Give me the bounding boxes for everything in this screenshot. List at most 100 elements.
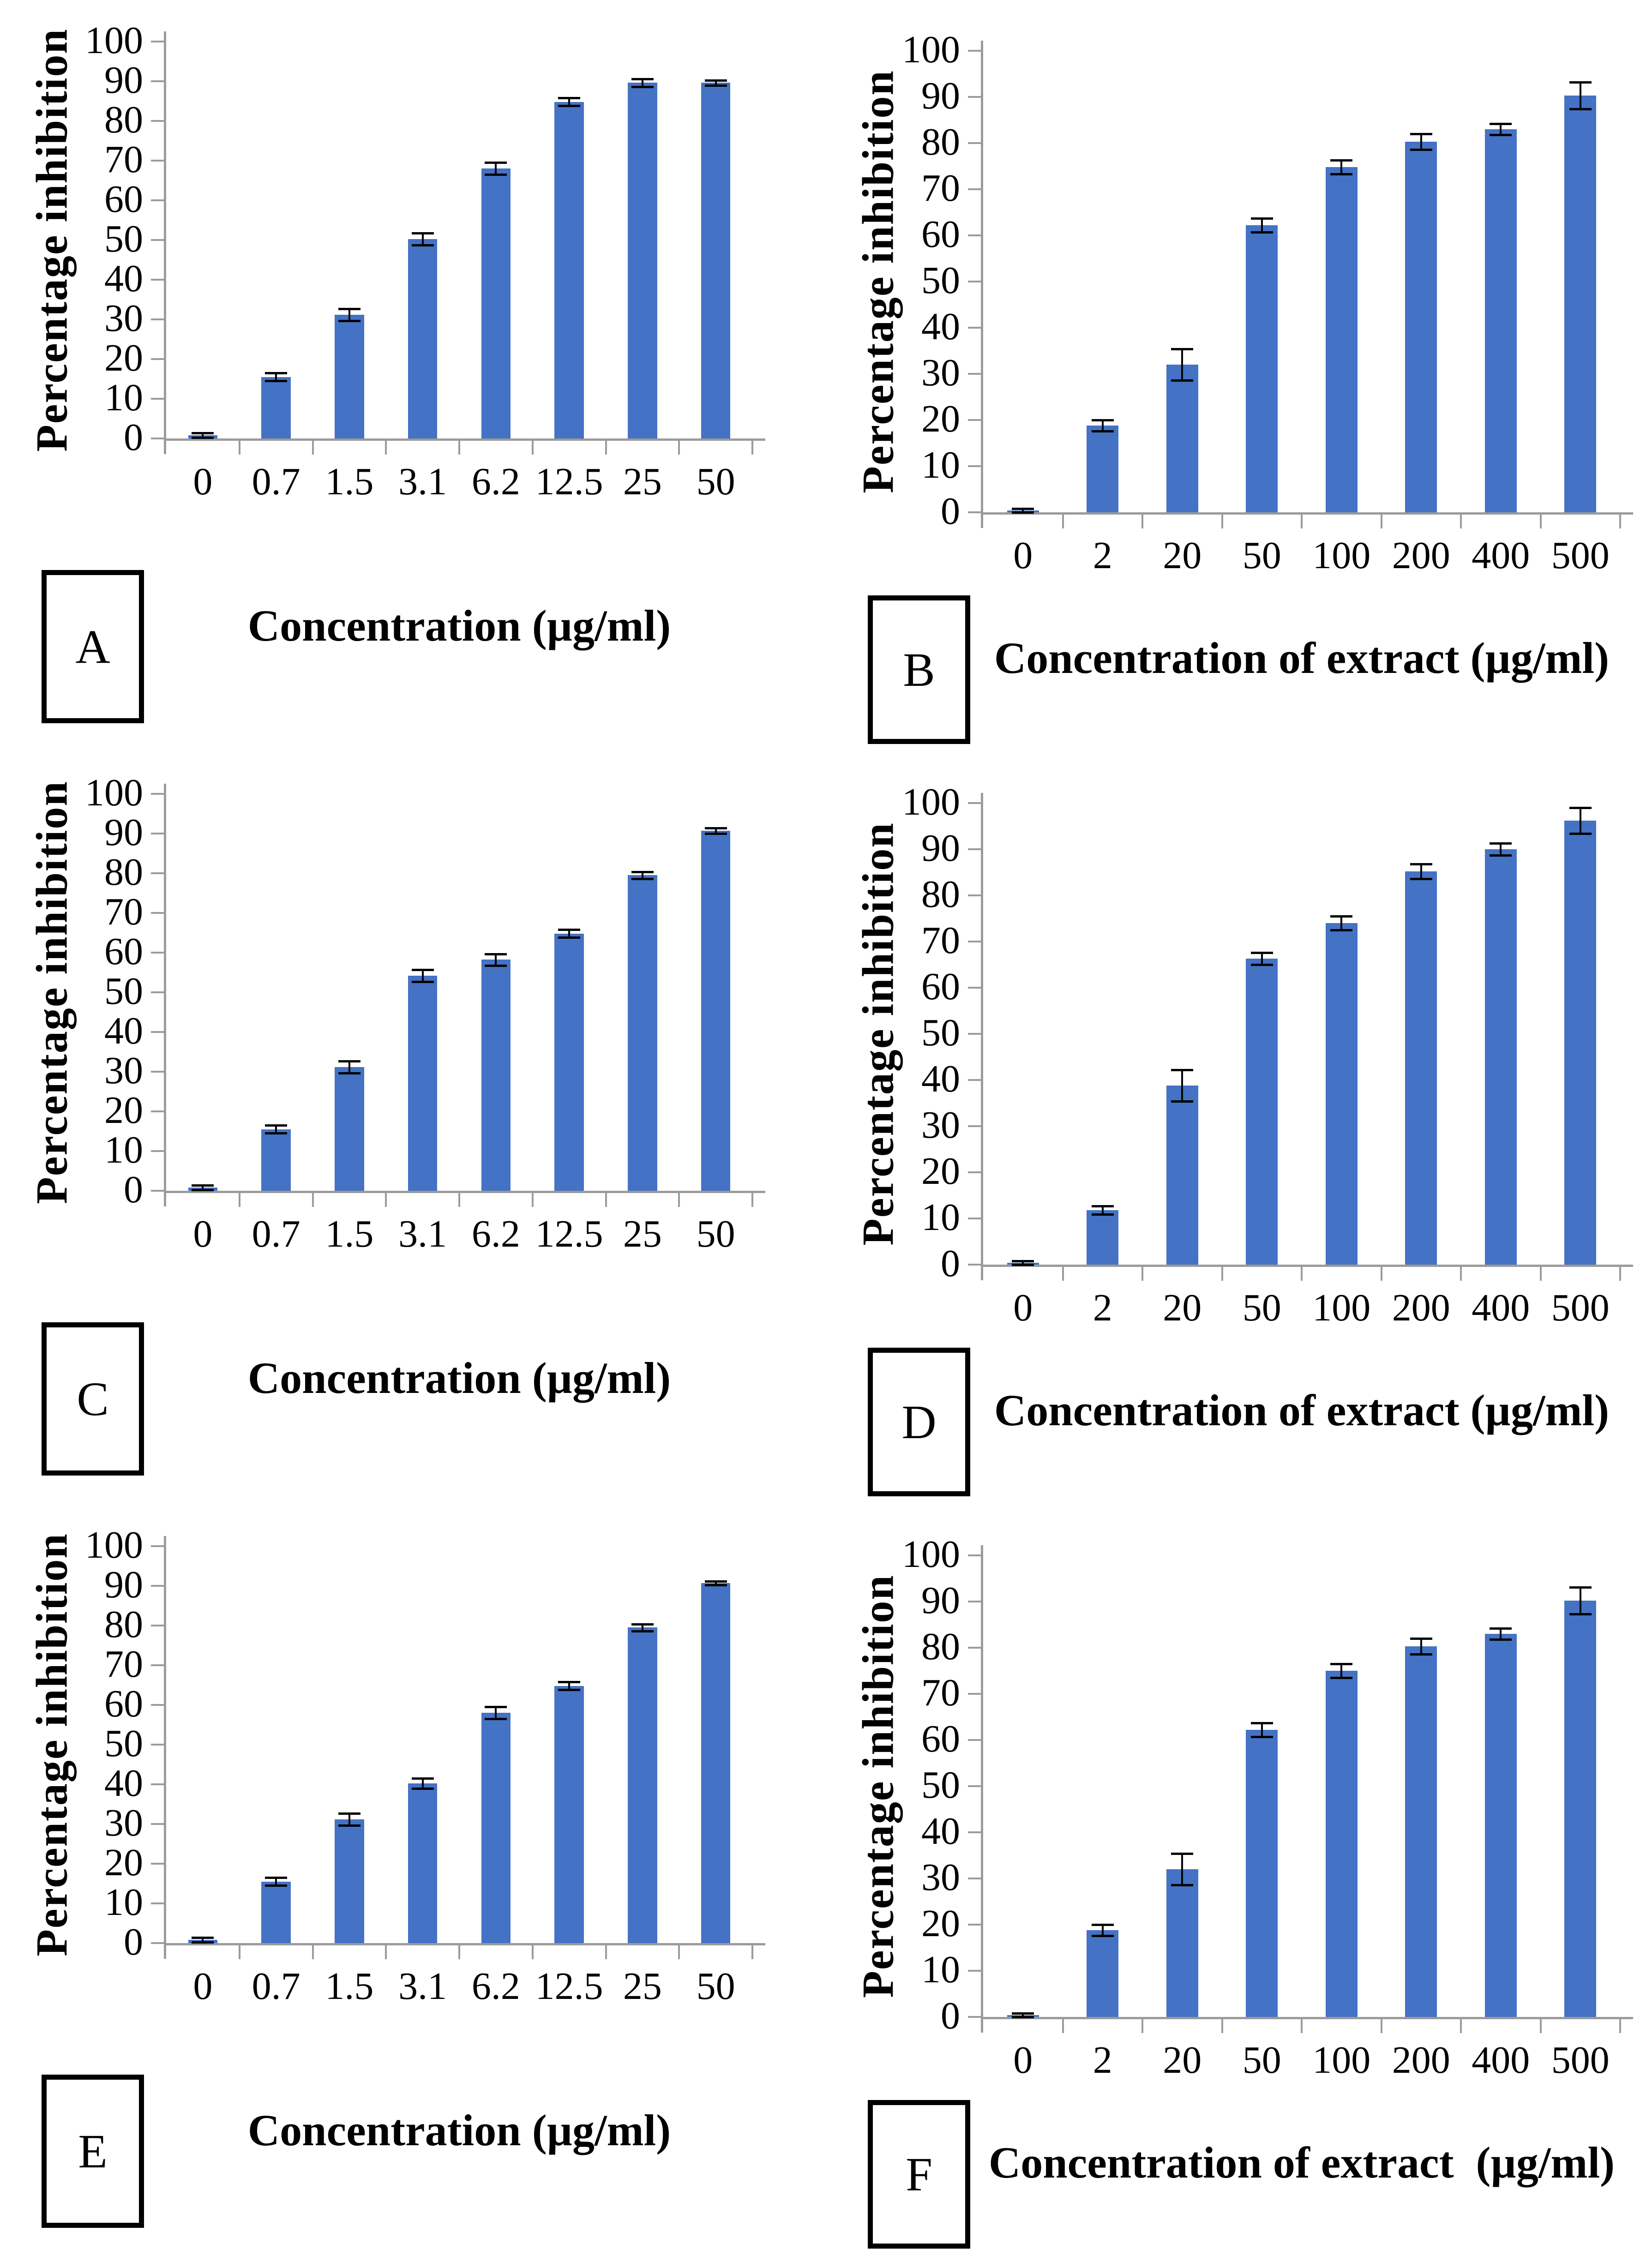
error-bar-cap-top: [192, 1184, 214, 1187]
error-bar-cap-top: [1490, 1627, 1512, 1630]
error-bar-line: [202, 432, 204, 438]
y-tick-mark: [968, 373, 981, 375]
error-bar-cap-bottom: [338, 1824, 360, 1827]
error-bar-cap-bottom: [1012, 1264, 1034, 1266]
bar: [335, 1819, 364, 1943]
panel-label-box-e: E: [42, 2075, 144, 2228]
y-tick-label: 80: [921, 1625, 960, 1668]
y-tick-label: 40: [921, 1057, 960, 1100]
plot-area-c: 0 10 20 30 40 50 60 70 80 90 100 0 0.7 1.5 3.1 6.2 12.5 2…: [85, 774, 765, 1254]
error-bar-cap-bottom: [1250, 1736, 1273, 1738]
error-bar-cap-bottom: [338, 1072, 360, 1074]
error-bar-cap-bottom: [558, 936, 581, 939]
error-bar-line: [495, 162, 497, 175]
x-tick-mark: [385, 441, 387, 455]
plot-area-a: 0 10 20 30 40 50 60 70 80 90 100 0 0.7 1.5 3.1 6.2 12.5 2…: [85, 21, 765, 501]
y-tick-label: 90: [921, 74, 960, 117]
error-bar-cap-bottom: [558, 1689, 581, 1692]
x-tick-label: 100: [1312, 2039, 1371, 2082]
bar: [1484, 849, 1517, 1265]
bar: [1325, 1671, 1358, 2017]
x-tick-mark: [1301, 1267, 1303, 1281]
y-tick-label: 10: [104, 1128, 143, 1171]
bar: [481, 960, 511, 1191]
x-tick-label: 50: [1242, 534, 1281, 577]
y-tick-mark: [151, 120, 164, 122]
x-tick-mark: [605, 1193, 607, 1207]
error-bar-cap-bottom: [1569, 108, 1592, 110]
y-tick-mark: [968, 188, 981, 190]
y-tick-mark: [968, 1785, 981, 1787]
x-tick-mark: [238, 1945, 240, 1959]
x-tick-label: 3.1: [398, 460, 447, 503]
bar: [408, 239, 438, 438]
error-bar-line: [1261, 218, 1263, 232]
bar: [701, 830, 731, 1191]
y-tick-label: 50: [104, 1722, 143, 1765]
error-bar-line: [1579, 82, 1581, 109]
y-tick-mark: [968, 1125, 981, 1127]
y-tick-label: 60: [104, 178, 143, 221]
x-tick-mark: [1539, 2019, 1542, 2033]
error-bar-cap-bottom: [485, 965, 507, 967]
bar: [1166, 1869, 1198, 2017]
x-tick-label: 0: [1013, 1286, 1033, 1329]
x-tick-label: 0.7: [252, 1965, 300, 2008]
error-bar-line: [202, 1185, 204, 1190]
y-tick-mark: [151, 1190, 164, 1192]
y-tick-mark: [151, 1823, 164, 1825]
x-tick-label: 25: [623, 460, 662, 503]
error-bar-line: [568, 98, 571, 106]
y-tick-label: 30: [921, 351, 960, 394]
y-tick-label: 30: [104, 297, 143, 340]
x-tick-label: 6.2: [471, 1212, 520, 1255]
error-bar-cap-bottom: [1490, 1638, 1512, 1641]
error-bar-cap-top: [1569, 807, 1592, 809]
error-bar-cap-top: [631, 1623, 654, 1626]
x-tick-label: 50: [696, 1965, 735, 2008]
y-tick-label: 50: [921, 1011, 960, 1054]
error-bar-cap-top: [1171, 1853, 1194, 1855]
x-tick-label: 200: [1392, 534, 1450, 577]
x-tick-label: 1.5: [325, 1212, 374, 1255]
x-axis-title: Concentration (µg/ml): [247, 2106, 671, 2155]
plot-area-b: 0 10 20 30 40 50 60 70 80 90 100 0 2 20 50 100 200 400 500: [902, 30, 1633, 575]
error-bar-cap-top: [558, 1681, 581, 1684]
error-bar-line: [1022, 1261, 1024, 1265]
error-bar-cap-bottom: [192, 437, 214, 439]
error-bar-cap-bottom: [1012, 2016, 1034, 2018]
bar: [1246, 1730, 1278, 2017]
error-bar-line: [1022, 509, 1024, 512]
x-axis-title: Concentration of extract (µg/ml): [988, 2138, 1615, 2187]
error-bar-cap-bottom: [1330, 173, 1353, 175]
error-bar-cap-bottom: [1410, 1653, 1432, 1656]
y-tick-label: 20: [921, 1902, 960, 1945]
y-tick-label: 80: [104, 1603, 143, 1646]
x-tick-mark: [1619, 2019, 1621, 2033]
x-tick-mark: [1380, 2019, 1382, 2033]
y-tick-mark: [151, 1863, 164, 1865]
x-tick-label: 20: [1163, 1286, 1202, 1329]
error-bar-cap-top: [704, 827, 727, 829]
error-bar-cap-bottom: [1410, 149, 1432, 151]
bar: [481, 1713, 511, 1943]
error-bar-line: [495, 1707, 497, 1719]
y-tick-label: 10: [104, 376, 143, 419]
bar: [1087, 1930, 1119, 2017]
error-bar-cap-top: [631, 870, 654, 873]
x-tick-mark: [1460, 1267, 1462, 1281]
error-bar-line: [1420, 1638, 1422, 1654]
x-axis-line: [981, 2017, 1633, 2019]
y-tick-mark: [151, 1664, 164, 1666]
error-bar-cap-top: [1250, 952, 1273, 954]
error-bar-line: [1500, 1628, 1502, 1639]
error-bar-cap-top: [338, 307, 360, 310]
y-tick-mark: [968, 511, 981, 513]
x-tick-label: 25: [623, 1965, 662, 2008]
y-tick-mark: [151, 1625, 164, 1626]
y-tick-mark: [968, 1033, 981, 1035]
error-bar-line: [568, 1682, 571, 1690]
error-bar-cap-top: [1330, 1663, 1353, 1665]
bar: [1484, 1634, 1517, 2017]
bar: [1564, 96, 1597, 512]
